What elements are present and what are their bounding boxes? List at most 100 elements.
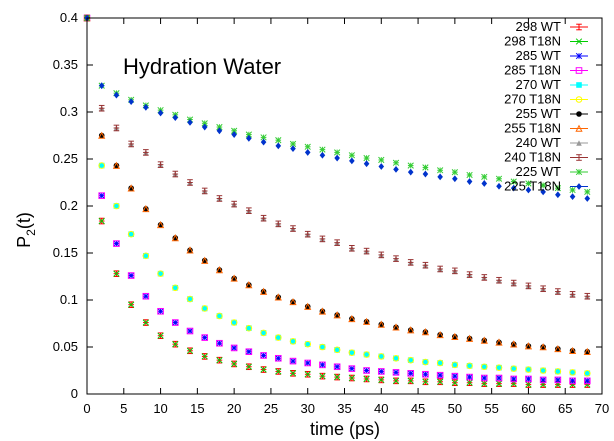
data-point bbox=[393, 255, 399, 262]
legend-label: 255 T18N bbox=[504, 121, 561, 136]
x-tick-label: 20 bbox=[227, 401, 241, 416]
data-point bbox=[436, 378, 444, 385]
data-point bbox=[98, 104, 105, 112]
y-tick-label: 0.15 bbox=[53, 245, 78, 260]
data-point bbox=[555, 191, 561, 199]
x-tick-label: 60 bbox=[521, 401, 535, 416]
data-point bbox=[231, 319, 237, 326]
data-point bbox=[230, 127, 238, 134]
data-point bbox=[319, 372, 326, 380]
data-point bbox=[113, 202, 120, 210]
data-point bbox=[275, 137, 282, 144]
data-point bbox=[584, 370, 591, 377]
data-point bbox=[231, 275, 237, 282]
data-point bbox=[495, 338, 503, 346]
data-point bbox=[216, 195, 223, 202]
data-point bbox=[363, 247, 370, 255]
data-point bbox=[584, 377, 591, 384]
data-point bbox=[319, 343, 326, 351]
data-point bbox=[540, 344, 546, 350]
data-point bbox=[569, 193, 576, 200]
data-point bbox=[143, 206, 149, 212]
data-point bbox=[172, 319, 179, 326]
data-point bbox=[128, 231, 134, 237]
data-point bbox=[496, 364, 502, 371]
data-point bbox=[201, 256, 209, 264]
data-point bbox=[186, 327, 194, 335]
data-point bbox=[290, 338, 296, 345]
data-point bbox=[274, 293, 282, 301]
x-tick-label: 0 bbox=[83, 401, 90, 416]
data-point bbox=[436, 372, 444, 379]
data-point bbox=[495, 374, 503, 382]
data-point bbox=[304, 230, 311, 238]
data-point bbox=[349, 316, 355, 322]
data-point bbox=[378, 353, 385, 360]
data-point bbox=[392, 323, 400, 331]
data-point bbox=[436, 359, 444, 367]
legend-label: 285 WT bbox=[515, 48, 561, 63]
data-point bbox=[495, 374, 503, 382]
data-point bbox=[569, 377, 576, 384]
data-point bbox=[246, 207, 252, 214]
data-point bbox=[260, 329, 267, 337]
data-point bbox=[348, 365, 356, 372]
legend-marker bbox=[576, 82, 582, 88]
data-point bbox=[334, 312, 340, 318]
data-point bbox=[275, 355, 282, 362]
data-point bbox=[157, 332, 164, 339]
data-point bbox=[304, 340, 312, 348]
data-point bbox=[201, 305, 209, 312]
data-point bbox=[201, 187, 208, 195]
data-point bbox=[583, 370, 591, 377]
data-point bbox=[216, 313, 223, 319]
data-point bbox=[304, 371, 311, 378]
data-point bbox=[554, 376, 562, 384]
data-point bbox=[451, 372, 459, 380]
data-point bbox=[407, 162, 414, 169]
legend-label: 270 T18N bbox=[504, 92, 561, 107]
data-point bbox=[496, 276, 502, 284]
data-point bbox=[187, 179, 193, 186]
data-point bbox=[421, 328, 430, 336]
data-point bbox=[349, 157, 355, 165]
data-point bbox=[422, 378, 429, 385]
data-point bbox=[422, 329, 429, 335]
data-point bbox=[274, 334, 282, 341]
data-point bbox=[260, 352, 267, 359]
data-point bbox=[172, 235, 179, 241]
data-point bbox=[260, 288, 267, 295]
data-point bbox=[246, 282, 252, 288]
data-point bbox=[98, 162, 106, 169]
legend-label: 298 WT bbox=[515, 19, 561, 34]
data-point bbox=[334, 239, 340, 246]
data-point bbox=[275, 334, 282, 341]
x-axis-label: time (ps) bbox=[310, 419, 380, 439]
data-point bbox=[230, 360, 238, 368]
data-point bbox=[290, 225, 296, 232]
data-point bbox=[481, 337, 488, 344]
data-point bbox=[422, 370, 429, 378]
data-point bbox=[128, 140, 134, 148]
legend-marker bbox=[575, 124, 583, 132]
data-point bbox=[437, 173, 443, 181]
data-point bbox=[569, 291, 576, 298]
data-point bbox=[348, 365, 356, 372]
data-point bbox=[510, 279, 517, 287]
y-axis-label-subscript: 2 bbox=[24, 229, 38, 236]
data-point bbox=[466, 178, 473, 185]
data-point bbox=[245, 363, 253, 370]
data-point bbox=[422, 170, 429, 178]
data-point bbox=[333, 373, 341, 381]
data-point bbox=[510, 341, 517, 347]
data-point bbox=[481, 173, 488, 181]
data-point bbox=[128, 98, 134, 106]
data-point bbox=[186, 347, 194, 354]
data-point bbox=[393, 355, 399, 362]
data-point bbox=[216, 312, 223, 320]
data-point bbox=[525, 343, 532, 349]
data-point bbox=[525, 366, 532, 373]
data-point bbox=[348, 349, 356, 356]
data-point bbox=[172, 341, 179, 348]
data-point bbox=[333, 363, 341, 371]
